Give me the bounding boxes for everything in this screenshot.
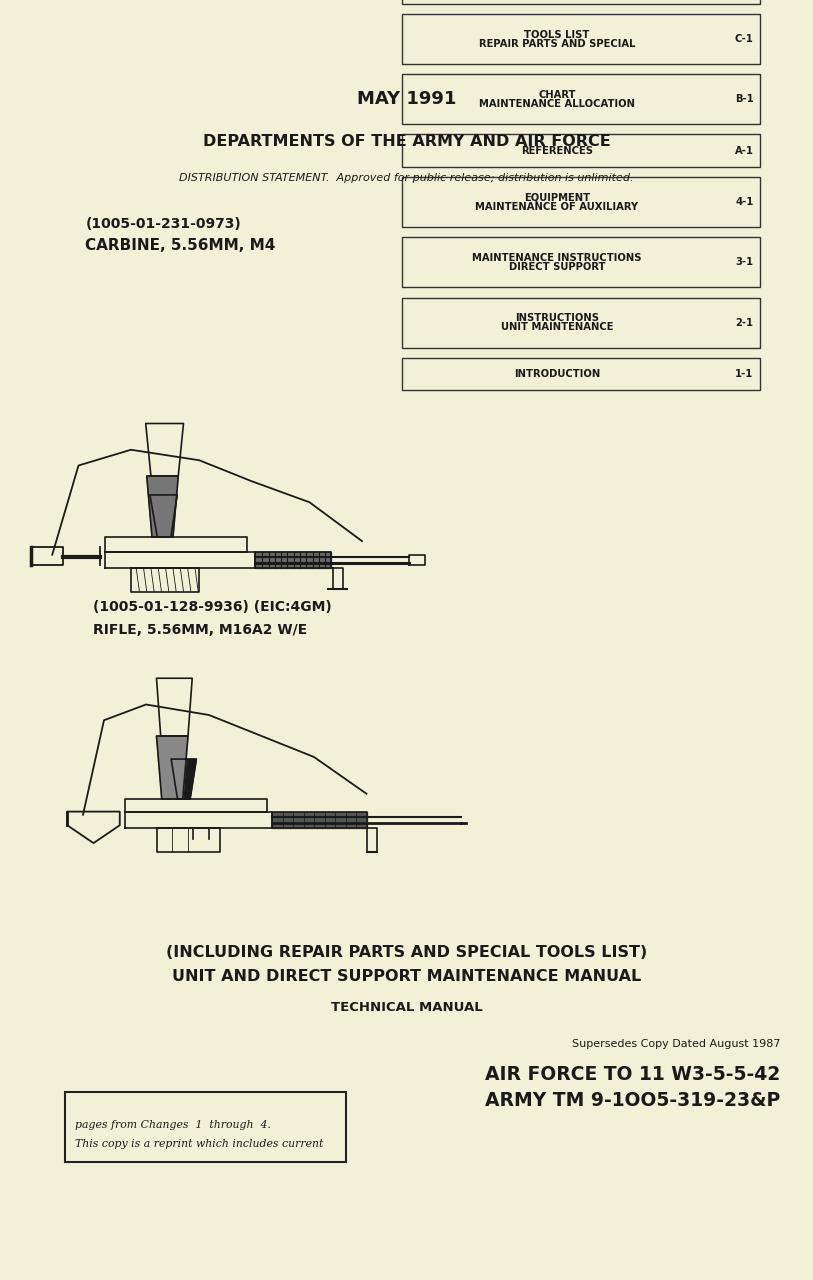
Text: CHART: CHART bbox=[538, 90, 576, 100]
Text: INSTRUCTIONS: INSTRUCTIONS bbox=[515, 314, 599, 323]
Bar bbox=[402, 74, 760, 124]
Text: UNIT MAINTENANCE: UNIT MAINTENANCE bbox=[501, 323, 613, 332]
Polygon shape bbox=[147, 476, 178, 536]
Text: TOOLS LIST: TOOLS LIST bbox=[524, 29, 589, 40]
Text: (1005-01-231-0973): (1005-01-231-0973) bbox=[85, 216, 241, 230]
Text: This copy is a reprint which includes current: This copy is a reprint which includes cu… bbox=[75, 1139, 324, 1149]
Text: EQUIPMENT: EQUIPMENT bbox=[524, 193, 590, 202]
Text: A-1: A-1 bbox=[735, 146, 754, 156]
Polygon shape bbox=[255, 552, 331, 568]
Text: Supersedes Copy Dated August 1987: Supersedes Copy Dated August 1987 bbox=[572, 1039, 780, 1050]
Text: (1005-01-128-9936) (EIC:4GM): (1005-01-128-9936) (EIC:4GM) bbox=[93, 599, 333, 613]
Text: B-1: B-1 bbox=[735, 95, 754, 104]
Polygon shape bbox=[150, 495, 177, 536]
Bar bbox=[402, 0, 760, 4]
Text: CARBINE, 5.56MM, M4: CARBINE, 5.56MM, M4 bbox=[85, 238, 276, 252]
Text: pages from Changes  1  through  4.: pages from Changes 1 through 4. bbox=[75, 1120, 271, 1130]
Text: ARMY TM 9-1OO5-319-23&P: ARMY TM 9-1OO5-319-23&P bbox=[485, 1091, 780, 1110]
Bar bbox=[402, 134, 760, 166]
Bar bbox=[402, 358, 760, 390]
Text: RIFLE, 5.56MM, M16A2 W/E: RIFLE, 5.56MM, M16A2 W/E bbox=[93, 622, 308, 636]
Text: MAINTENANCE OF AUXILIARY: MAINTENANCE OF AUXILIARY bbox=[476, 202, 638, 211]
Bar bbox=[402, 177, 760, 228]
Text: MAY 1991: MAY 1991 bbox=[357, 90, 456, 108]
Text: 1-1: 1-1 bbox=[735, 369, 754, 379]
Text: 3-1: 3-1 bbox=[736, 257, 754, 268]
Text: DIRECT SUPPORT: DIRECT SUPPORT bbox=[509, 262, 605, 271]
Text: DEPARTMENTS OF THE ARMY AND AIR FORCE: DEPARTMENTS OF THE ARMY AND AIR FORCE bbox=[202, 134, 611, 150]
Text: REPAIR PARTS AND SPECIAL: REPAIR PARTS AND SPECIAL bbox=[479, 38, 635, 49]
Text: TECHNICAL MANUAL: TECHNICAL MANUAL bbox=[331, 1001, 482, 1014]
Text: MAINTENANCE ALLOCATION: MAINTENANCE ALLOCATION bbox=[479, 99, 635, 109]
Bar bbox=[402, 14, 760, 64]
Bar bbox=[65, 1092, 346, 1162]
Bar bbox=[402, 238, 760, 287]
Bar bbox=[402, 297, 760, 348]
Text: AIR FORCE TO 11 W3-5-5-42: AIR FORCE TO 11 W3-5-5-42 bbox=[485, 1065, 780, 1084]
Polygon shape bbox=[272, 812, 367, 828]
Text: (INCLUDING REPAIR PARTS AND SPECIAL TOOLS LIST): (INCLUDING REPAIR PARTS AND SPECIAL TOOL… bbox=[166, 945, 647, 960]
Text: 2-1: 2-1 bbox=[736, 317, 754, 328]
Text: MAINTENANCE INSTRUCTIONS: MAINTENANCE INSTRUCTIONS bbox=[472, 253, 641, 262]
Text: REFERENCES: REFERENCES bbox=[521, 146, 593, 156]
Text: 4-1: 4-1 bbox=[735, 197, 754, 207]
Text: C-1: C-1 bbox=[735, 35, 754, 44]
Text: UNIT AND DIRECT SUPPORT MAINTENANCE MANUAL: UNIT AND DIRECT SUPPORT MAINTENANCE MANU… bbox=[172, 969, 641, 984]
Polygon shape bbox=[156, 736, 188, 799]
Text: DISTRIBUTION STATEMENT.  Approved for public release; distribution is unlimited.: DISTRIBUTION STATEMENT. Approved for pub… bbox=[179, 173, 634, 183]
Polygon shape bbox=[172, 759, 197, 799]
Text: INTRODUCTION: INTRODUCTION bbox=[514, 369, 600, 379]
